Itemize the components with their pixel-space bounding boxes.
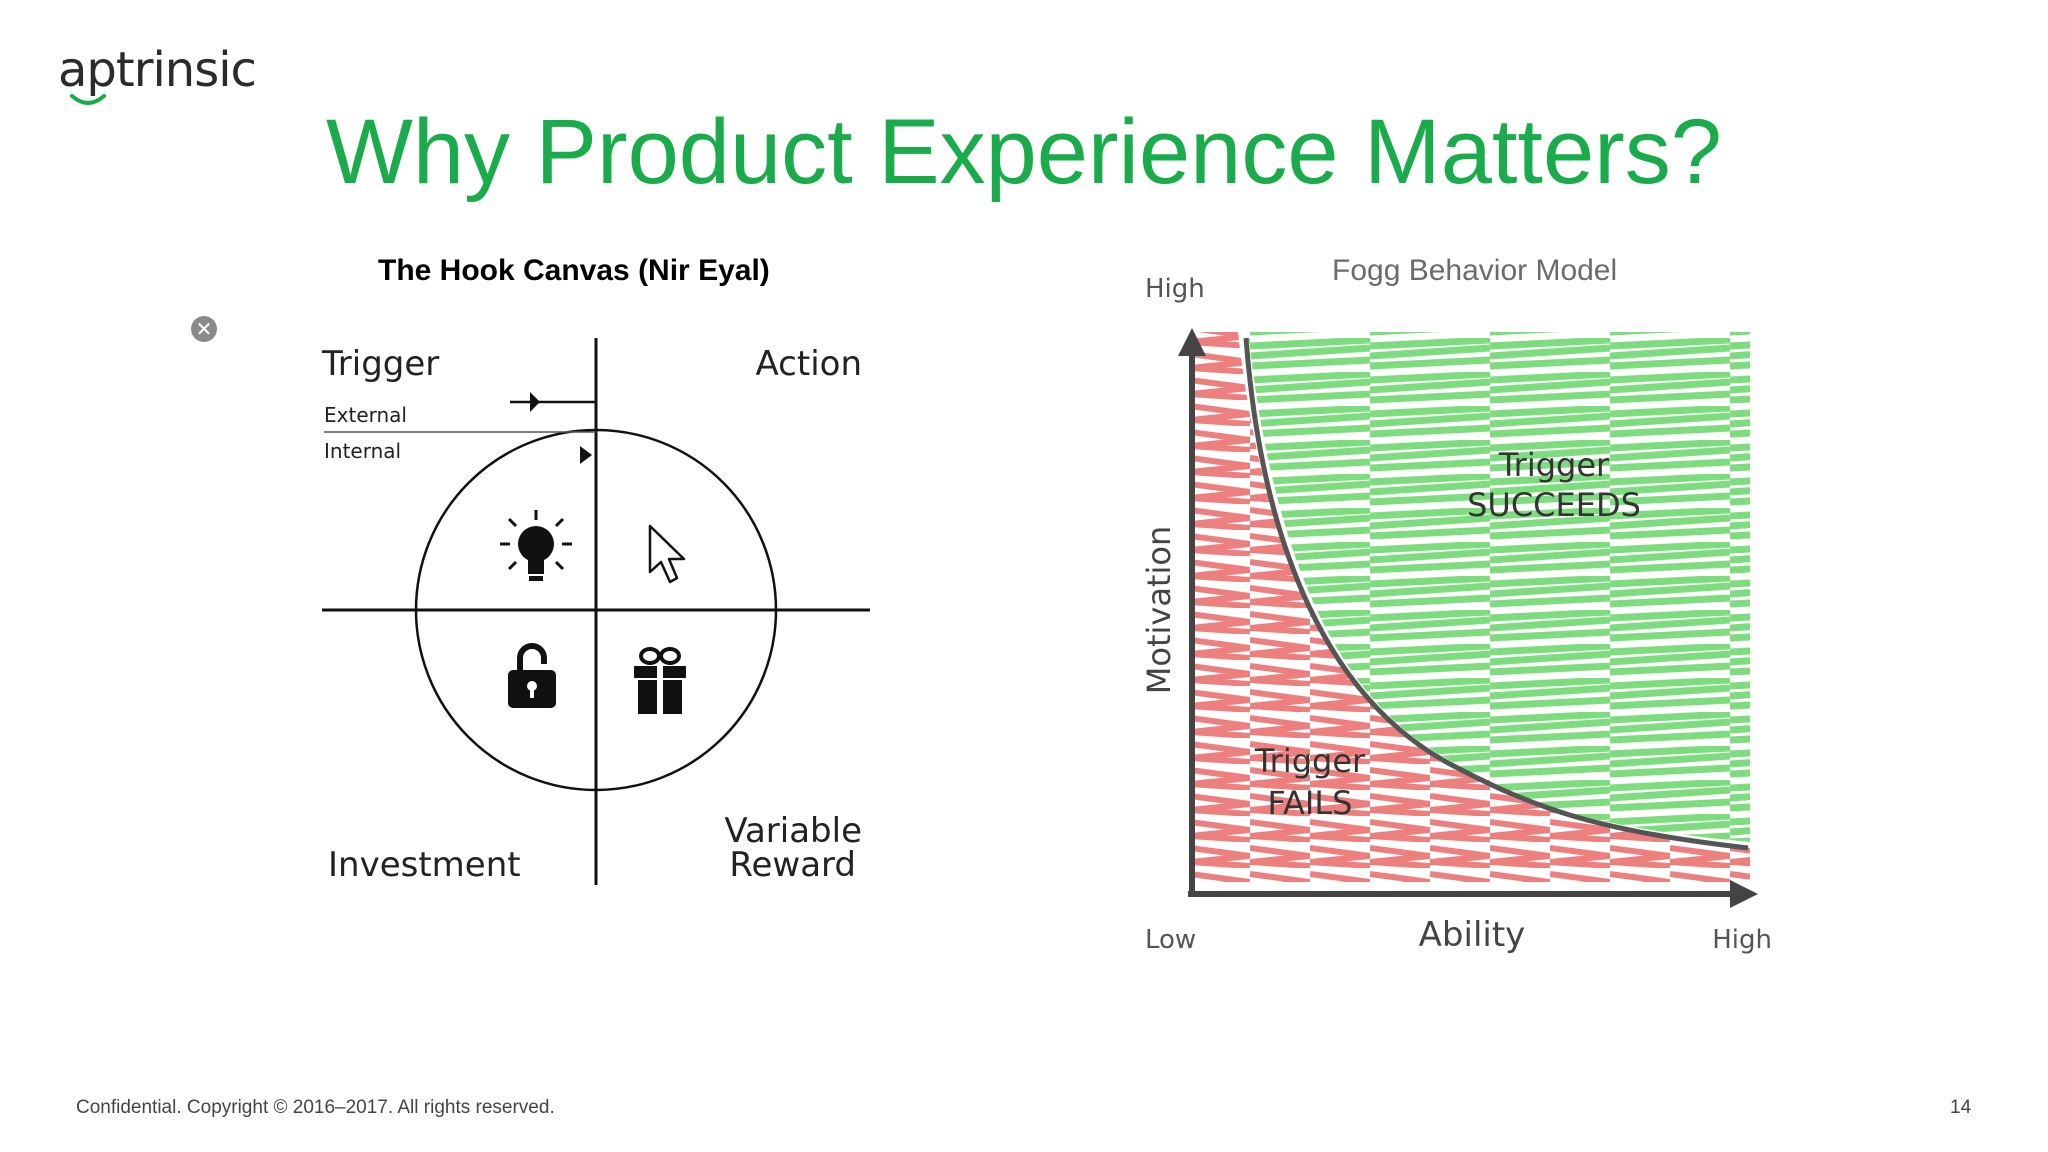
ability-arrow-icon <box>1730 880 1758 908</box>
internal-arrow-icon <box>580 446 592 464</box>
variable-reward-label-line2: Reward <box>729 845 856 885</box>
trigger-fails-region <box>1192 332 1750 882</box>
action-label: Action <box>756 344 862 384</box>
trigger-fails-line2: FAILS <box>1268 784 1353 822</box>
trigger-succeeds-region <box>1248 332 1750 842</box>
hook-cycle-circle <box>414 428 778 792</box>
internal-label: Internal <box>324 439 401 463</box>
trigger-succeeds-line2: SUCCEEDS <box>1467 486 1641 524</box>
motivation-axis-label: Motivation <box>1140 526 1178 694</box>
trigger-label: Trigger <box>321 344 439 384</box>
motivation-high-label: High <box>1145 274 1205 304</box>
trigger-fails-line1: Trigger <box>1254 742 1366 780</box>
motivation-arrow-icon <box>1178 328 1206 356</box>
fogg-behavior-diagram: High Motivation Low Ability High Trigger… <box>1140 274 1772 955</box>
slide-title: Why Product Experience Matters? <box>326 101 1722 203</box>
variable-reward-label-line1: Variable <box>724 811 862 851</box>
close-button[interactable]: ✕ <box>191 316 217 342</box>
copyright-footer: Confidential. Copyright © 2016–2017. All… <box>76 1097 555 1118</box>
ability-high-label: High <box>1712 925 1772 955</box>
action-line-curve <box>1243 337 1749 851</box>
gift-icon <box>634 647 686 714</box>
ability-low-label: Low <box>1145 925 1196 955</box>
aptrinsic-logo: aptrinsic <box>58 42 257 98</box>
ability-axis-label: Ability <box>1419 915 1526 955</box>
hook-canvas-title: The Hook Canvas (Nir Eyal) <box>378 254 770 287</box>
lightbulb-icon <box>500 510 572 581</box>
trigger-succeeds-line1: Trigger <box>1498 446 1610 484</box>
logo-smile-icon <box>70 94 106 105</box>
padlock-icon <box>508 643 556 708</box>
hook-canvas-diagram: Trigger External Internal Action Investm… <box>321 338 870 885</box>
investment-label: Investment <box>328 845 521 885</box>
fogg-model-title: Fogg Behavior Model <box>1332 254 1618 287</box>
external-label: External <box>324 403 407 427</box>
external-arrow-icon <box>530 392 540 412</box>
page-number: 14 <box>1950 1097 1972 1118</box>
cursor-icon <box>648 524 686 584</box>
